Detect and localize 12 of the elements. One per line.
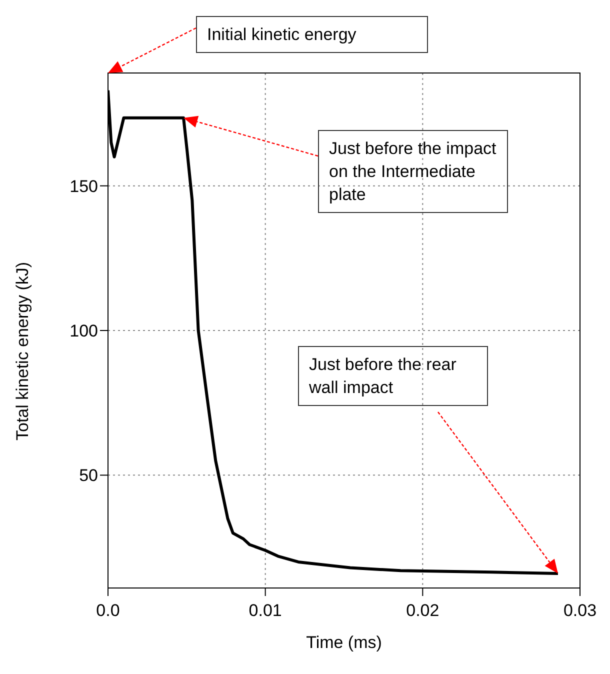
- y-tick-label: 150: [70, 176, 98, 196]
- y-tick-label: 50: [79, 466, 98, 486]
- x-tick-label: 0.0: [96, 601, 120, 620]
- x-tick-label: 0.01: [248, 601, 282, 620]
- annotation: Just before the impact on the Intermediate plate: [318, 130, 508, 213]
- text: Initial kinetic energy: [196, 16, 428, 53]
- y-axis-title: Total kinetic energy (kJ): [13, 262, 32, 440]
- x-tick-label: 0.02: [406, 601, 440, 620]
- x-tick-label: 0.03: [563, 601, 597, 620]
- x-axis-title: Time (ms): [306, 633, 382, 652]
- y-tick-label: 100: [70, 322, 98, 341]
- annotation: Just before the rear wall impact: [298, 346, 488, 406]
